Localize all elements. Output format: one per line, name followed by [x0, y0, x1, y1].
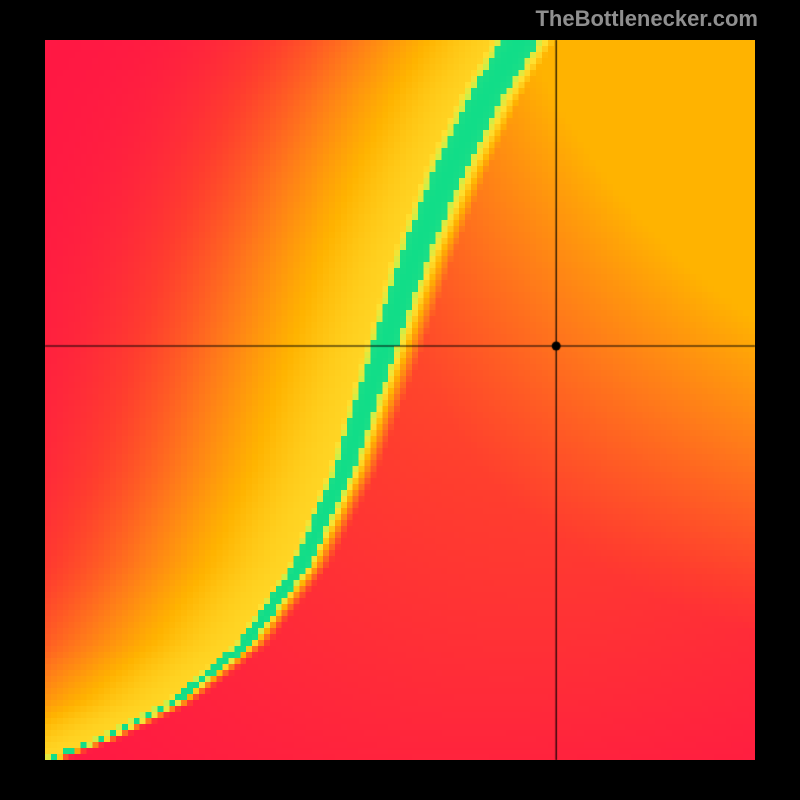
watermark-text: TheBottlenecker.com	[535, 6, 758, 32]
chart-container: TheBottlenecker.com	[0, 0, 800, 800]
overlay-canvas	[0, 0, 800, 800]
